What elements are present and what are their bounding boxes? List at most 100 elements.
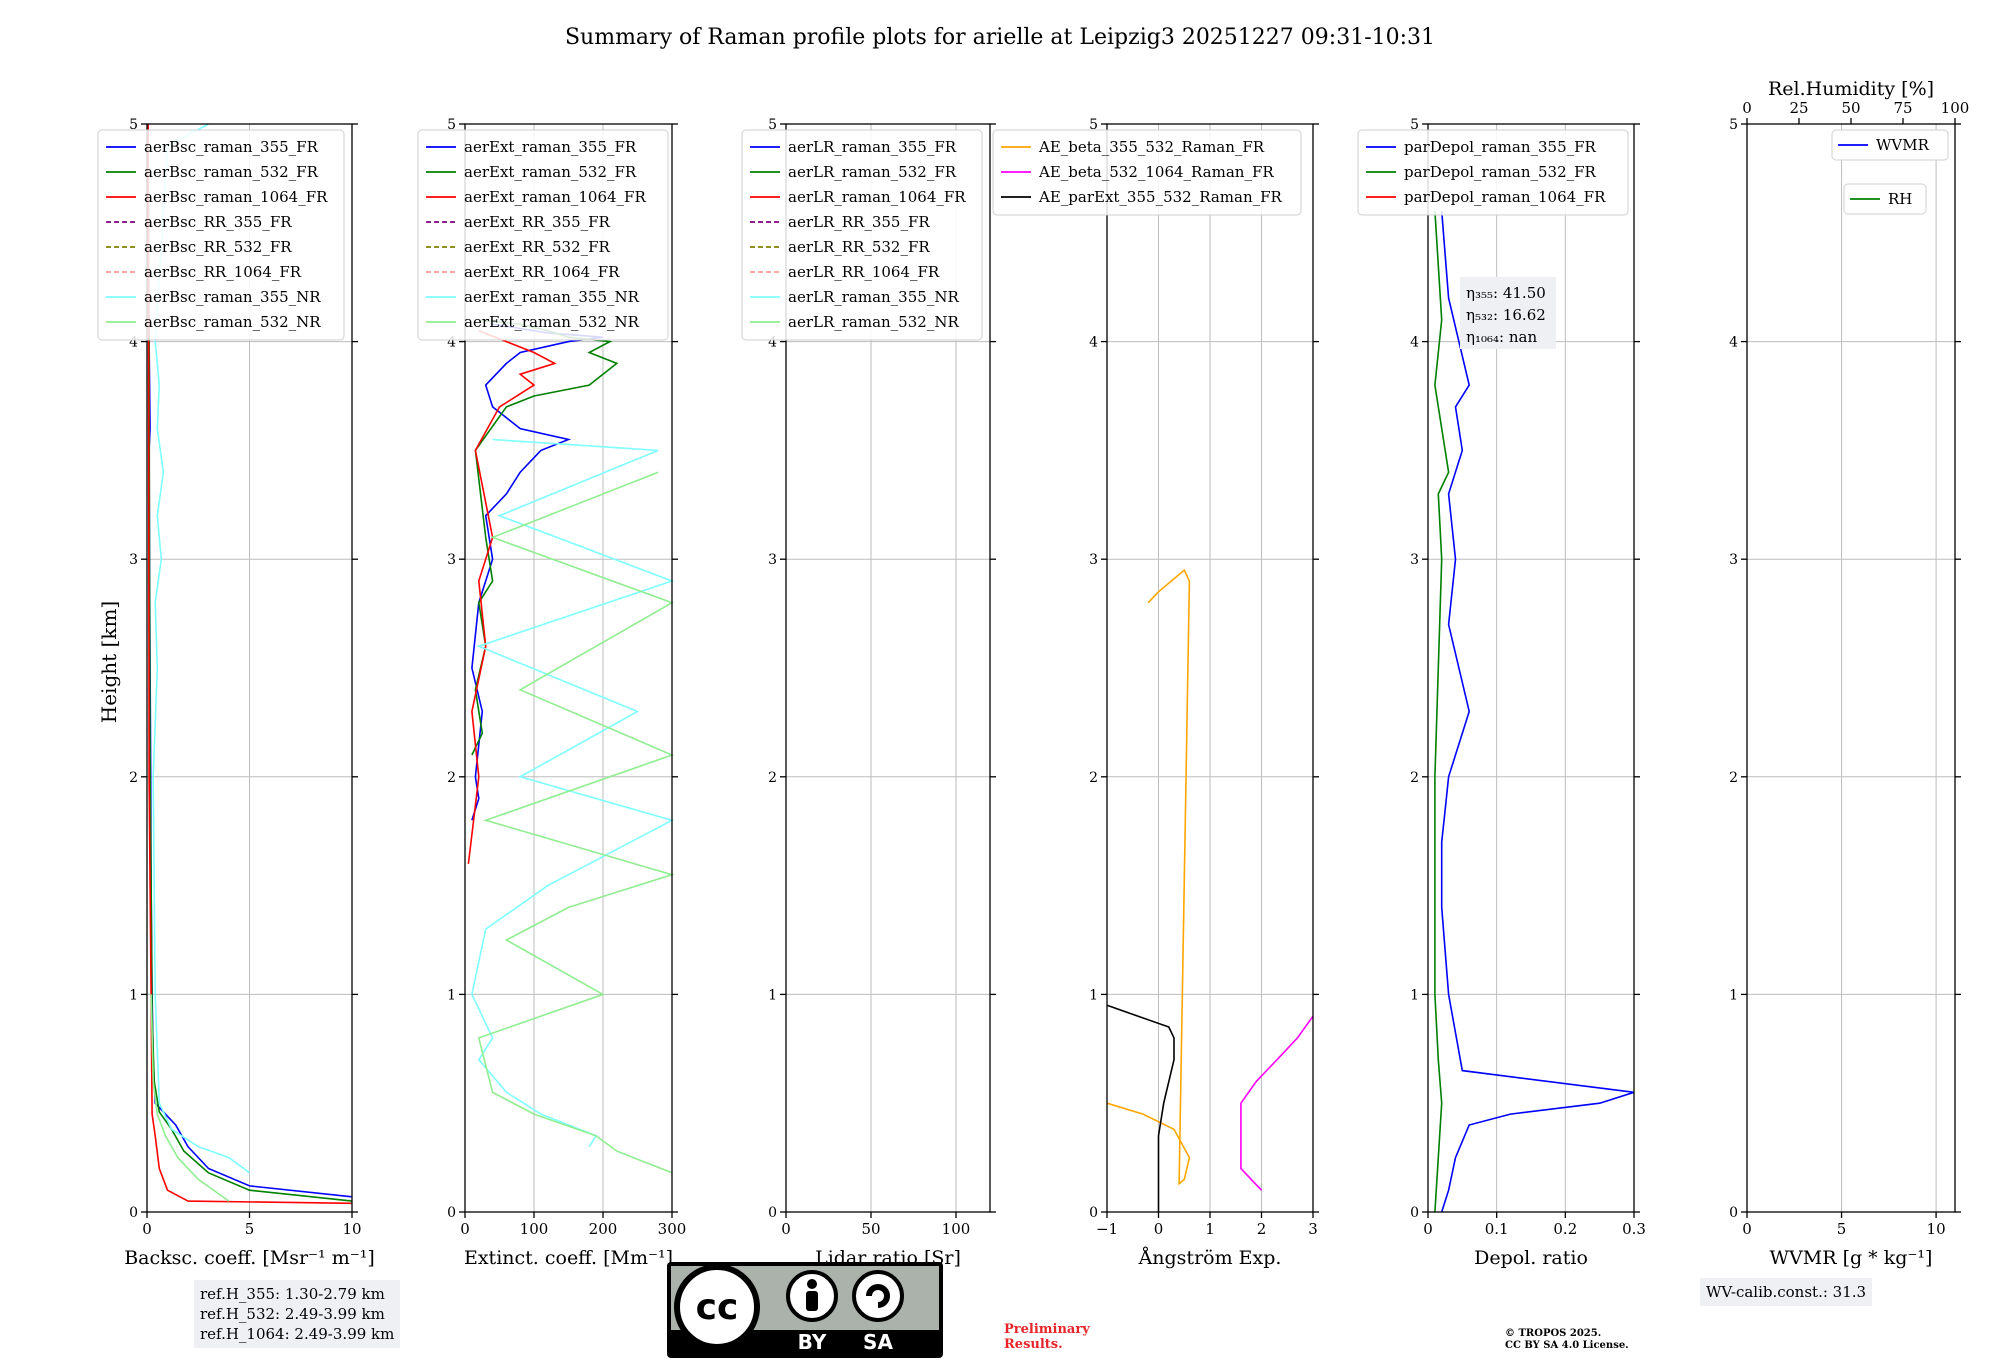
x-tick-label: 10 <box>342 1220 361 1238</box>
x-tick-label: 0 <box>1423 1220 1433 1238</box>
top-x-tick-label: 75 <box>1893 99 1912 117</box>
legend: AE_beta_355_532_Raman_FR AE_beta_532_1064… <box>992 129 1302 216</box>
preliminary-line-2: Results. <box>1004 1337 1063 1352</box>
y-tick-label: 3 <box>1089 552 1098 568</box>
x-tick-label: 1 <box>1205 1220 1215 1238</box>
ref-height-1064: ref.H_1064: 2.49-3.99 km <box>200 1325 395 1343</box>
x-tick-label: 100 <box>942 1220 971 1238</box>
y-tick-label: 1 <box>768 987 777 1003</box>
y-tick-label: 3 <box>129 552 138 568</box>
y-tick-label: 0 <box>1410 1205 1419 1221</box>
x-tick-label: 5 <box>1837 1220 1847 1238</box>
legend-box <box>1831 129 1949 161</box>
x-tick-label: 0 <box>781 1220 791 1238</box>
x-tick-label: 100 <box>520 1220 549 1238</box>
annotation-line: η₃₅₅: 41.50 <box>1466 284 1546 302</box>
legend: parDepol_raman_355_FR parDepol_raman_532_… <box>1357 129 1629 216</box>
x-tick-label: −1 <box>1096 1220 1118 1238</box>
legend-entry: aerBsc_raman_355_FR <box>144 138 319 156</box>
top-x-tick-label: 100 <box>1941 99 1970 117</box>
legend-entry: aerBsc_raman_532_NR <box>144 313 321 331</box>
y-tick-label: 3 <box>447 552 456 568</box>
legend-entry: aerLR_RR_1064_FR <box>788 263 940 281</box>
legend-box <box>1357 129 1629 216</box>
legend-entry: aerBsc_raman_532_FR <box>144 163 319 181</box>
legend-entry: aerLR_raman_355_FR <box>788 138 957 156</box>
legend-entry: aerBsc_RR_532_FR <box>144 238 292 256</box>
y-tick-label: 4 <box>1410 335 1419 351</box>
y-tick-label: 3 <box>1410 552 1419 568</box>
legend-entry: aerLR_raman_355_NR <box>788 288 959 306</box>
legend-box <box>97 129 345 341</box>
series-line-aerExt_raman_355_NR <box>471 438 675 1148</box>
panel-depolarization: 0 1 2 3 4 5 0 0.1 0.2 0.3 Depol. ratio parDepol_ram… <box>1357 117 1646 1269</box>
legend-entry: aerExt_RR_355_FR <box>464 213 611 231</box>
y-tick-label: 4 <box>768 335 777 351</box>
x-tick-label: 0 <box>1742 1220 1752 1238</box>
axes-frame <box>785 123 991 1213</box>
series-line-aerBsc_raman_1064_FR <box>147 123 353 1205</box>
legend-entry: aerBsc_raman_355_NR <box>144 288 321 306</box>
reference-heights-box: ref.H_355: 1.30-2.79 km ref.H_532: 2.49-… <box>194 1280 401 1348</box>
y-tick-label: 3 <box>1729 552 1738 568</box>
y-tick-label: 4 <box>129 335 138 351</box>
legend-entry: aerLR_RR_355_FR <box>788 213 930 231</box>
y-tick-label: 0 <box>129 1205 138 1221</box>
legend-entry: aerExt_raman_532_FR <box>464 163 637 181</box>
x-tick-label: 0 <box>1154 1220 1164 1238</box>
legend: aerLR_raman_355_FR aerLR_raman_532_FR aerL… <box>741 129 983 341</box>
annotation-line: η₅₃₂: 16.62 <box>1466 306 1546 324</box>
y-tick-label: 5 <box>1729 117 1738 133</box>
legend-box <box>741 129 983 341</box>
x-tick-label: 50 <box>861 1220 880 1238</box>
y-tick-label: 3 <box>768 552 777 568</box>
y-tick-label: 1 <box>129 987 138 1003</box>
legend-entry: aerExt_RR_1064_FR <box>464 263 620 281</box>
legend-entry: aerExt_raman_1064_FR <box>464 188 646 206</box>
legend-entry: aerLR_RR_532_FR <box>788 238 930 256</box>
top-x-axis-label: Rel.Humidity [%] <box>1768 78 1934 100</box>
y-tick-label: 5 <box>129 117 138 133</box>
copyright-line-2: CC BY SA 4.0 License. <box>1505 1340 1629 1351</box>
x-tick-label: 0.3 <box>1622 1220 1646 1238</box>
y-tick-label: 5 <box>768 117 777 133</box>
y-tick-label: 5 <box>1410 117 1419 133</box>
person-head <box>807 1279 817 1289</box>
legend-entry: aerLR_raman_532_FR <box>788 163 957 181</box>
axes-frame <box>464 123 673 1213</box>
legend-entry: parDepol_raman_355_FR <box>1404 138 1597 156</box>
legend-entry: aerLR_raman_532_NR <box>788 313 959 331</box>
x-tick-label: 300 <box>658 1220 687 1238</box>
x-axis-label: Ångström Exp. <box>1138 1247 1282 1269</box>
y-tick-label: 2 <box>1089 770 1098 786</box>
top-x-tick-label: 50 <box>1841 99 1860 117</box>
y-tick-label: 1 <box>447 987 456 1003</box>
y-tick-label: 0 <box>768 1205 777 1221</box>
wv-calib-box: WV-calib.const.: 31.3 <box>1700 1278 1873 1306</box>
y-tick-label: 1 <box>1410 987 1419 1003</box>
legend-box <box>1843 183 1927 215</box>
legend-entry: AE_beta_355_532_Raman_FR <box>1038 138 1265 156</box>
y-tick-label: 2 <box>768 770 777 786</box>
top-x-tick-label: 0 <box>1742 99 1752 117</box>
wv-calib-text: WV-calib.const.: 31.3 <box>1706 1283 1867 1301</box>
y-tick-label: 1 <box>1729 987 1738 1003</box>
legend-entry: aerExt_raman_355_FR <box>464 138 637 156</box>
cc-glyph: cc <box>696 1287 739 1328</box>
copyright-line-1: © TROPOS 2025. <box>1505 1328 1602 1339</box>
ref-height-532: ref.H_532: 2.49-3.99 km <box>200 1305 385 1323</box>
legend-entry: aerExt_raman_355_NR <box>464 288 640 306</box>
legend-entry: aerExt_RR_532_FR <box>464 238 611 256</box>
legend-entry: AE_beta_532_1064_Raman_FR <box>1038 163 1274 181</box>
legend: aerExt_raman_355_FR aerExt_raman_532_FRae… <box>417 129 669 341</box>
x-axis-label: Depol. ratio <box>1474 1247 1588 1269</box>
y-tick-label: 2 <box>447 770 456 786</box>
legend-box <box>992 129 1302 216</box>
badge-by-label: BY <box>798 1330 827 1354</box>
legend-entry: parDepol_raman_532_FR <box>1404 163 1597 181</box>
y-tick-label: 4 <box>1729 335 1738 351</box>
y-tick-label: 1 <box>1089 987 1098 1003</box>
person-body <box>806 1291 818 1311</box>
series-line-parDepol_raman_532_FR <box>1434 210 1450 1213</box>
